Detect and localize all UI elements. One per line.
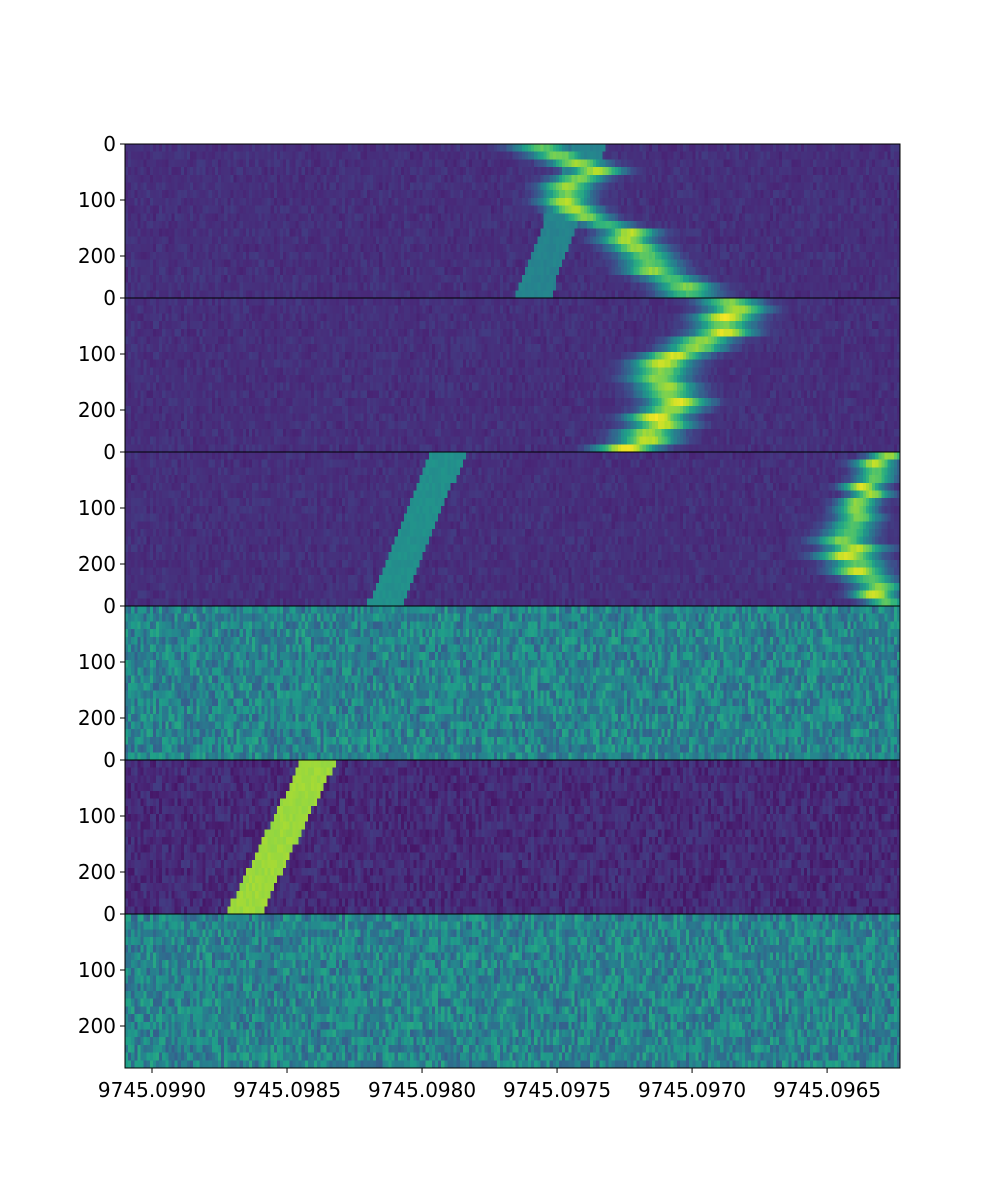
x-tick-label: 9745.0975: [503, 1078, 611, 1102]
panel-5-y-tick-label: 0: [103, 748, 116, 772]
heatmap-panel-5-image: [125, 760, 900, 914]
x-tick-label: 9745.0965: [773, 1078, 881, 1102]
panel-2-y-tick-label: 100: [78, 342, 116, 366]
heatmap-panel-2-image: [125, 298, 900, 452]
heatmap-panel-1-image: [125, 144, 900, 298]
panel-1-y-tick-label: 200: [78, 244, 116, 268]
heatmap-panel-3-image: [125, 452, 900, 606]
panel-5-y-tick-label: 100: [78, 804, 116, 828]
x-tick-label: 9745.0980: [368, 1078, 476, 1102]
panel-6-y-tick-label: 200: [78, 1014, 116, 1038]
panel-3-y-tick-label: 100: [78, 496, 116, 520]
axes-group: 0 100 200 0 100 200 0 100 200 0 100 200 0 100 200 0 100 2…: [78, 132, 901, 1102]
panels-group: [125, 144, 900, 1068]
panel-6-y-tick-label: 0: [103, 902, 116, 926]
heatmap-panel-6-image: [125, 914, 900, 1068]
panel-5-y-tick-label: 200: [78, 860, 116, 884]
heatmap-panel-4-image: [125, 606, 900, 760]
panel-4-y-tick-label: 200: [78, 706, 116, 730]
panel-4-y-tick-label: 100: [78, 650, 116, 674]
panel-1-y-tick-label: 0: [103, 132, 116, 156]
panel-2-y-tick-label: 200: [78, 398, 116, 422]
panel-2-y-tick-label: 0: [103, 286, 116, 310]
panel-6-y-tick-label: 100: [78, 958, 116, 982]
x-tick-label: 9745.0970: [638, 1078, 746, 1102]
panel-3-y-tick-label: 200: [78, 552, 116, 576]
x-tick-label: 9745.0990: [98, 1078, 206, 1102]
x-tick-label: 9745.0985: [233, 1078, 341, 1102]
panel-6-frame: [124, 913, 901, 1069]
panel-1-y-tick-label: 100: [78, 188, 116, 212]
panel-4-y-tick-label: 0: [103, 594, 116, 618]
panel-3-y-tick-label: 0: [103, 440, 116, 464]
